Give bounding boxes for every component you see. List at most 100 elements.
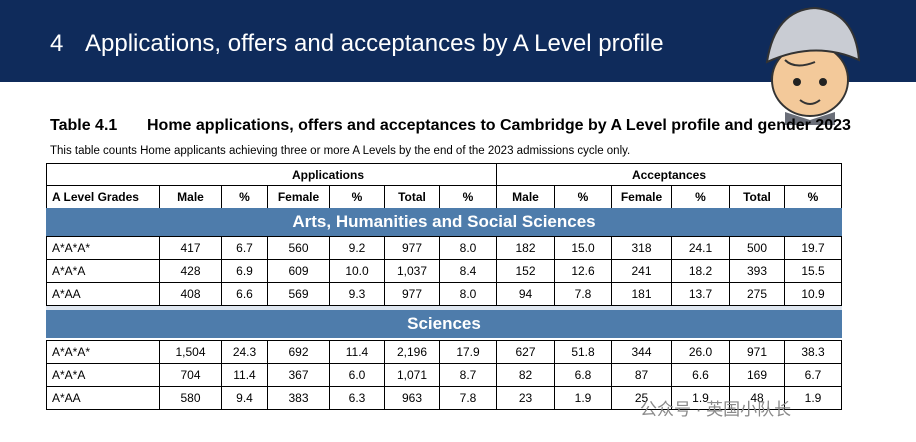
table-cell: 367: [267, 363, 330, 387]
table-cell: 51.8: [554, 340, 612, 364]
table-cell: 6.8: [554, 363, 612, 387]
table-cell: 24.3: [221, 340, 268, 364]
table-cell: A*A*A: [46, 363, 160, 387]
table-cell: 17.9: [439, 340, 497, 364]
table-cell: 408: [159, 282, 222, 306]
table-cell: 977: [384, 282, 440, 306]
table-cell: Male: [496, 185, 555, 209]
table-cell: Female: [611, 185, 672, 209]
table-cell: 6.7: [221, 236, 268, 260]
table-cell: 19.7: [784, 236, 842, 260]
table-cell: Total: [729, 185, 785, 209]
table-cell: 1.9: [671, 386, 730, 410]
table-cell: 560: [267, 236, 330, 260]
table-cell: 13.7: [671, 282, 730, 306]
table-cell: 23: [496, 386, 555, 410]
table-cell: %: [554, 185, 612, 209]
table-cell: 417: [159, 236, 222, 260]
table-cell: 6.9: [221, 259, 268, 283]
table-cell: 393: [729, 259, 785, 283]
table-cell: 241: [611, 259, 672, 283]
table-label: Table 4.1: [50, 117, 118, 134]
table-cell: 6.6: [221, 282, 268, 306]
table-cell: 9.4: [221, 386, 268, 410]
table-cell: 9.2: [329, 236, 385, 260]
section-header: Arts, Humanities and Social Sciences: [46, 208, 842, 236]
table-cell: 6.7: [784, 363, 842, 387]
table-cell: Total: [384, 185, 440, 209]
table-cell: 12.6: [554, 259, 612, 283]
blank-cell: [46, 163, 160, 186]
table-cell: 152: [496, 259, 555, 283]
table-cell: 428: [159, 259, 222, 283]
table-cell: 10.9: [784, 282, 842, 306]
watermark: 公众号 · 英国小队长: [640, 400, 792, 419]
table-cell: %: [439, 185, 497, 209]
table-cell: Female: [267, 185, 330, 209]
table-cell: 704: [159, 363, 222, 387]
table-cell: 977: [384, 236, 440, 260]
table-cell: 9.3: [329, 282, 385, 306]
table-cell: 26.0: [671, 340, 730, 364]
table-cell: %: [784, 185, 842, 209]
table-cell: 169: [729, 363, 785, 387]
group-header: Applications: [159, 163, 497, 186]
table-cell: 18.2: [671, 259, 730, 283]
table-cell: 6.6: [671, 363, 730, 387]
table-cell: 2,196: [384, 340, 440, 364]
table-cell: A*AA: [46, 386, 160, 410]
table-cell: A Level Grades: [46, 185, 160, 209]
table-cell: 181: [611, 282, 672, 306]
table-title: Home applications, offers and acceptance…: [147, 117, 851, 134]
table-cell: 580: [159, 386, 222, 410]
table-cell: 8.4: [439, 259, 497, 283]
table-cell: %: [329, 185, 385, 209]
table-cell: A*A*A*: [46, 340, 160, 364]
table-cell: 6.3: [329, 386, 385, 410]
table-cell: 609: [267, 259, 330, 283]
table-cell: 275: [729, 282, 785, 306]
group-header: Acceptances: [496, 163, 842, 186]
table-cell: 383: [267, 386, 330, 410]
table-cell: 1.9: [554, 386, 612, 410]
table-cell: %: [671, 185, 730, 209]
table-cell: A*AA: [46, 282, 160, 306]
mascot: [765, 6, 861, 125]
table-cell: 1,071: [384, 363, 440, 387]
table-cell: 1,037: [384, 259, 440, 283]
table-note: This table counts Home applicants achiev…: [50, 145, 631, 157]
table-cell: 1.9: [784, 386, 842, 410]
table-cell: 6.0: [329, 363, 385, 387]
table-cell: 500: [729, 236, 785, 260]
table-cell: 318: [611, 236, 672, 260]
table-cell: 7.8: [554, 282, 612, 306]
table-cell: 15.0: [554, 236, 612, 260]
table-cell: 7.8: [439, 386, 497, 410]
table-cell: %: [221, 185, 268, 209]
table-cell: 24.1: [671, 236, 730, 260]
table-cell: 15.5: [784, 259, 842, 283]
table-cell: 8.0: [439, 236, 497, 260]
section-number: 4: [50, 30, 64, 57]
table-cell: 11.4: [329, 340, 385, 364]
table-cell: 11.4: [221, 363, 268, 387]
header-title: Applications, offers and acceptances by …: [85, 30, 664, 57]
table-cell: 87: [611, 363, 672, 387]
table-cell: 971: [729, 340, 785, 364]
table-cell: 182: [496, 236, 555, 260]
table-cell: A*A*A*: [46, 236, 160, 260]
table-cell: 692: [267, 340, 330, 364]
table-cell: 8.0: [439, 282, 497, 306]
table-cell: 38.3: [784, 340, 842, 364]
table-cell: 344: [611, 340, 672, 364]
section-header: Sciences: [46, 310, 842, 338]
table-cell: 1,504: [159, 340, 222, 364]
table-cell: 82: [496, 363, 555, 387]
table-cell: 10.0: [329, 259, 385, 283]
table-cell: A*A*A: [46, 259, 160, 283]
table-cell: 627: [496, 340, 555, 364]
header-band: [0, 0, 916, 82]
table-cell: 569: [267, 282, 330, 306]
table-cell: 94: [496, 282, 555, 306]
